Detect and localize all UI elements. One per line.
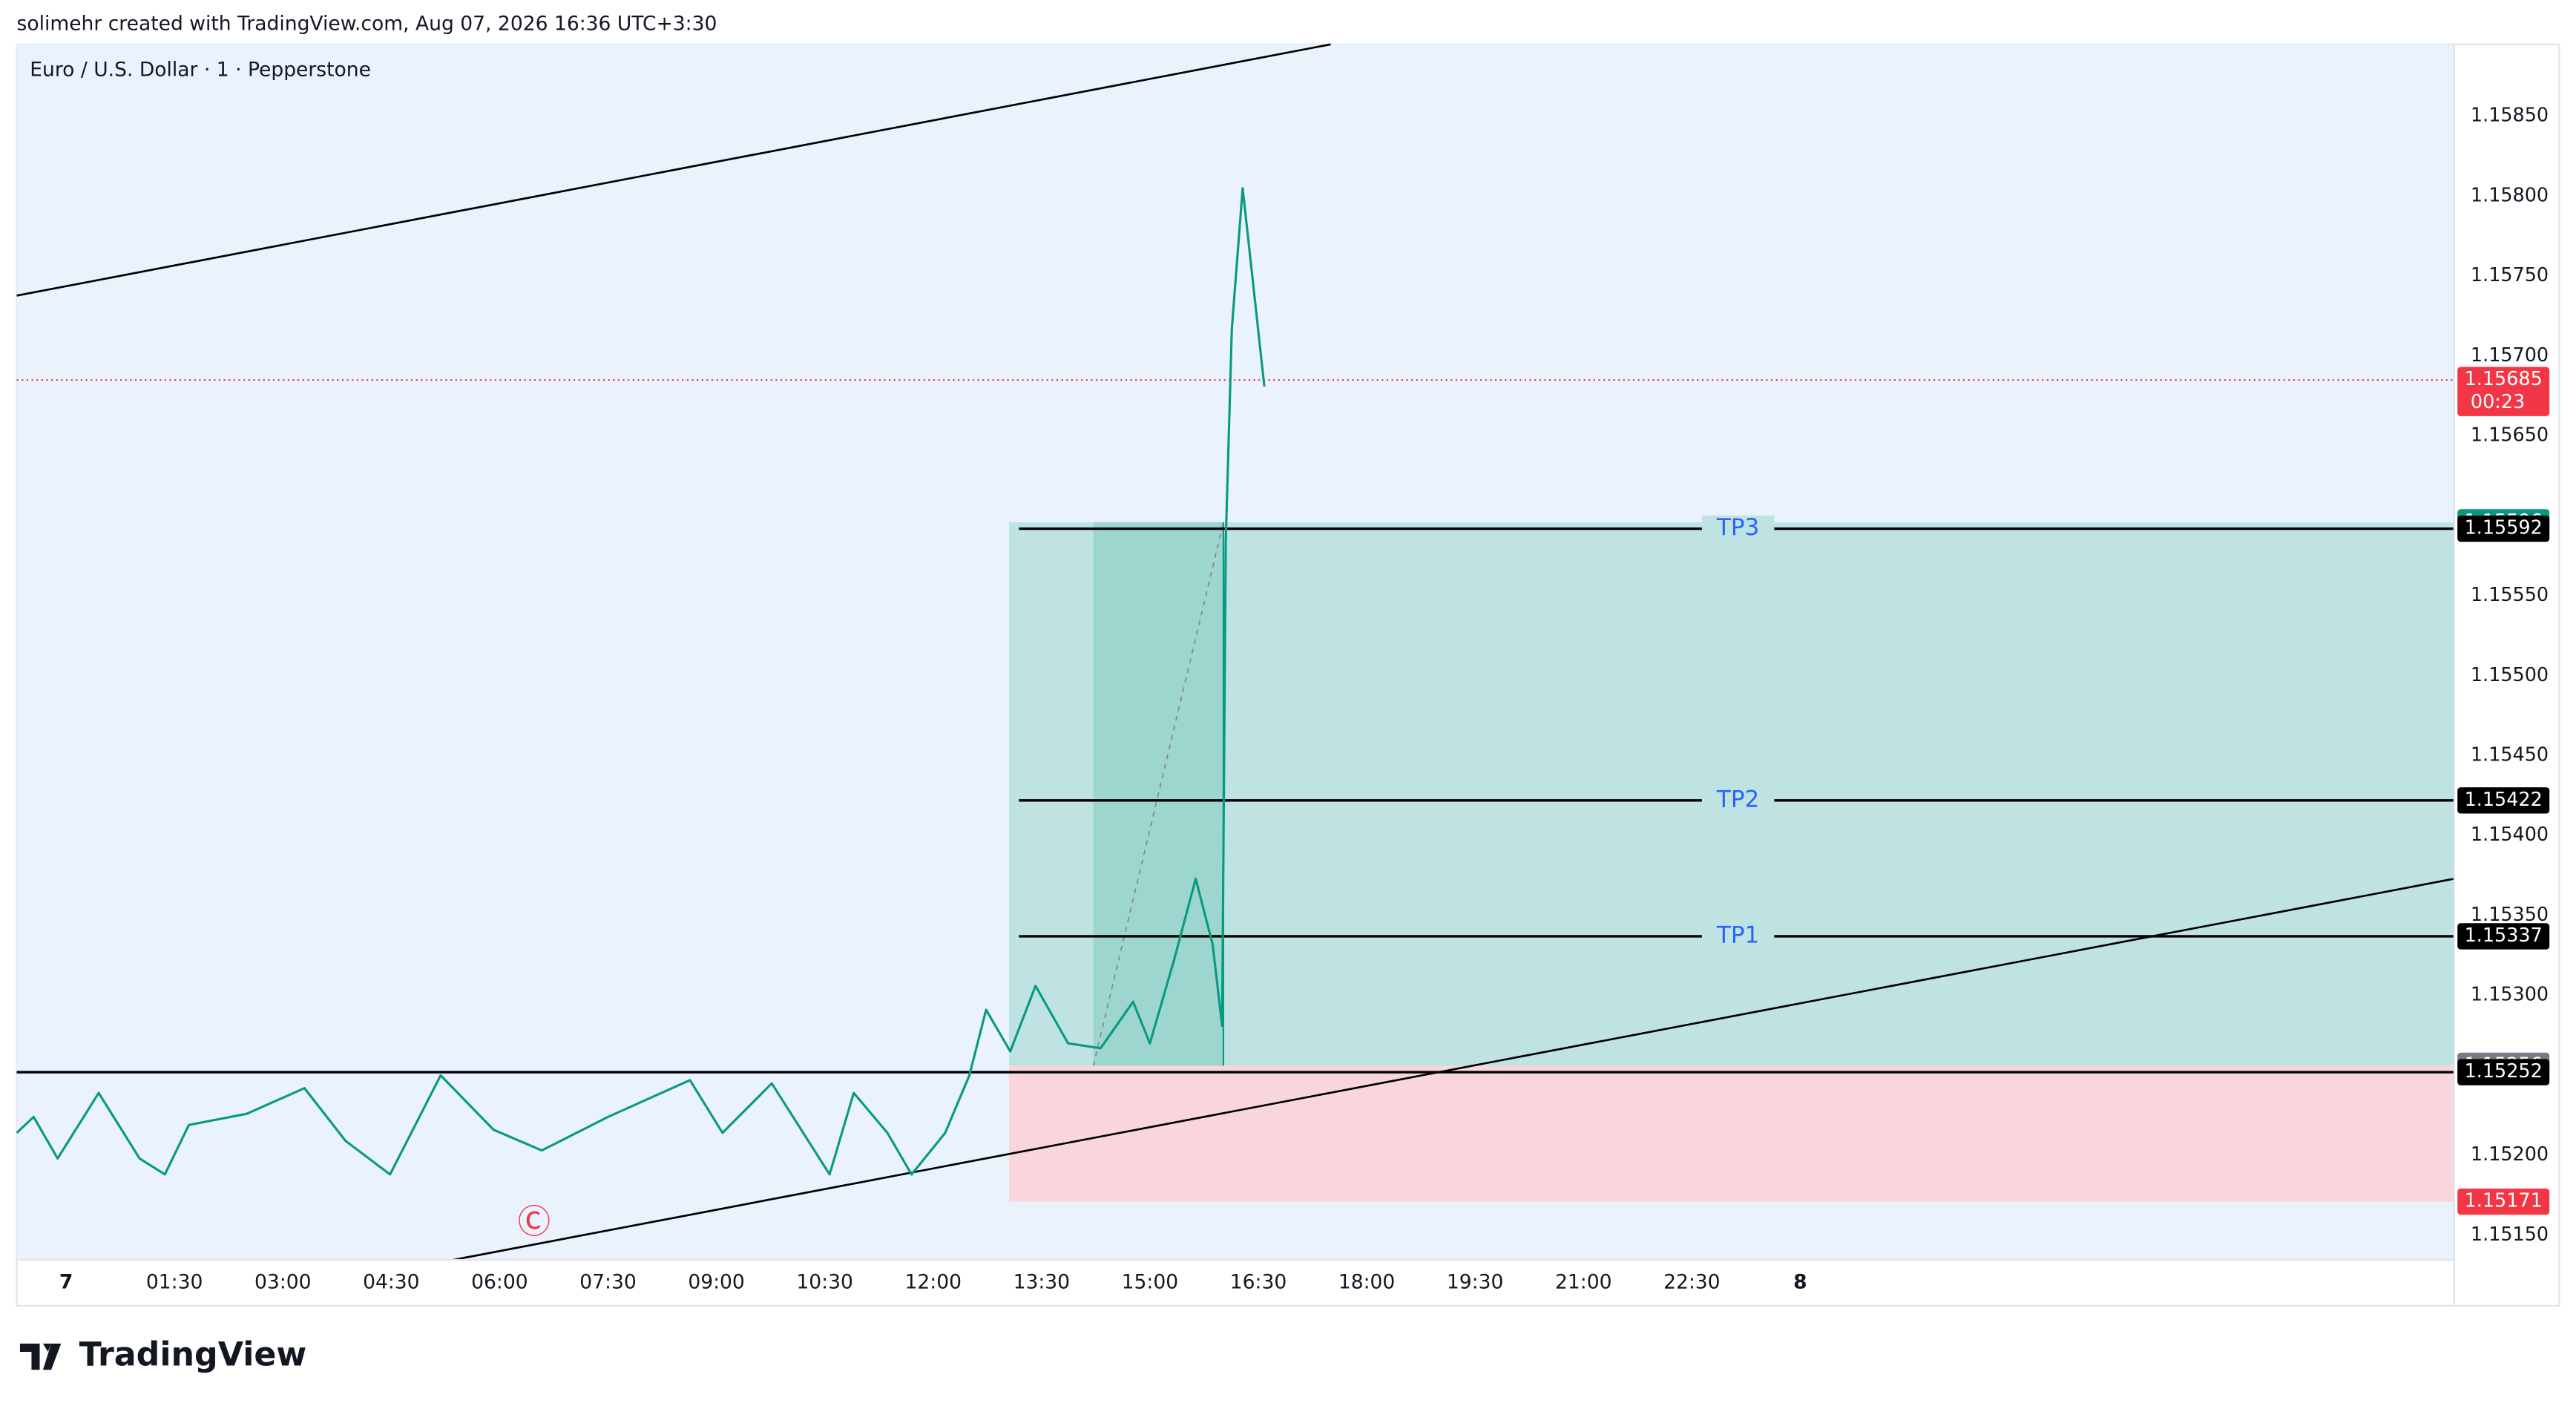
target-label: TP2 — [1716, 786, 1759, 812]
y-tick-label: 1.15800 — [2471, 184, 2549, 206]
x-tick-label: 16:30 — [1230, 1270, 1287, 1293]
price-label-bg — [2457, 1059, 2550, 1085]
y-tick-label: 1.15750 — [2471, 264, 2549, 286]
price-label: 1.15337 — [2465, 924, 2543, 947]
x-tick-label: 15:00 — [1122, 1270, 1179, 1293]
price-label-bg — [2457, 515, 2550, 542]
x-tick-label: 18:00 — [1338, 1270, 1396, 1293]
y-tick-label: 1.15150 — [2471, 1223, 2549, 1246]
credit: solimehr created with TradingView.com, A… — [17, 13, 717, 36]
x-tick-label: 03:00 — [254, 1270, 312, 1293]
logo-text: TradingView — [79, 1336, 307, 1374]
trend-line — [453, 878, 2455, 1261]
target-label: TP1 — [1716, 922, 1759, 948]
x-tick-label: 8 — [1793, 1270, 1807, 1293]
x-tick-label: 7 — [59, 1270, 73, 1293]
y-tick-label: 1.15300 — [2471, 984, 2549, 1006]
y-tick-label: 1.15550 — [2471, 584, 2549, 606]
price-label: 1.15422 — [2465, 789, 2543, 811]
x-tick-label: 12:00 — [904, 1270, 962, 1293]
price-label: 1.15171 — [2465, 1190, 2543, 1212]
y-tick-label: 1.15850 — [2471, 105, 2549, 127]
price-label: 1.15252 — [2465, 1060, 2543, 1083]
x-tick-label: 10:30 — [796, 1270, 853, 1293]
trend-line — [16, 43, 1331, 297]
y-tick-label: 1.15350 — [2471, 904, 2549, 926]
x-tick-label: 06:00 — [471, 1270, 528, 1293]
y-tick-label: 1.15650 — [2471, 424, 2549, 447]
price-label: 1.15685 — [2465, 368, 2543, 390]
x-tick-label: 19:30 — [1447, 1270, 1504, 1293]
price-label-bg — [2457, 367, 2550, 416]
price-line — [16, 187, 1266, 1176]
x-tick-label: 01:30 — [146, 1270, 203, 1293]
y-tick-label: 1.15450 — [2471, 743, 2549, 766]
target-label: TP3 — [1716, 514, 1759, 541]
main: TP3 TP2 TP1 — [16, 187, 2454, 1176]
x-tick-label: 09:00 — [688, 1270, 745, 1293]
x-tick-label: 04:30 — [363, 1270, 420, 1293]
x-tick-label: 07:30 — [579, 1270, 637, 1293]
annotation: Ⓒ — [518, 1203, 551, 1241]
y-tick-label: 1.15500 — [2471, 664, 2549, 686]
price-label-bg — [2457, 787, 2550, 814]
y-tick-label: 1.15200 — [2471, 1143, 2549, 1166]
chart-title: Euro / U.S. Dollar · 1 · Pepperstone — [30, 59, 371, 82]
stop-zone — [1009, 1065, 2454, 1202]
y-tick-label: 1.15400 — [2471, 824, 2549, 846]
x-tick-label: 21:00 — [1555, 1270, 1612, 1293]
target-label-bg — [1701, 787, 1775, 814]
logo: TradingView — [19, 1336, 307, 1374]
price-label-bg — [2457, 1188, 2550, 1215]
x-tick-label: 22:30 — [1663, 1270, 1721, 1293]
y-tick-label: 1.15700 — [2471, 344, 2549, 367]
logo-mark — [19, 1343, 62, 1370]
price-label-timer: 00:23 — [2471, 391, 2525, 413]
x-tick-label: 13:30 — [1013, 1270, 1071, 1293]
target-label-bg — [1701, 923, 1775, 950]
axes: 7 01:30 03:00 04:30 06:00 07:30 09:00 10:30 12:0… — [59, 105, 2550, 1293]
price-label: 1.15592 — [2465, 517, 2543, 539]
target-label-bg — [1701, 515, 1775, 542]
path-line — [1092, 522, 1224, 1066]
price-label-bg — [2457, 923, 2550, 950]
